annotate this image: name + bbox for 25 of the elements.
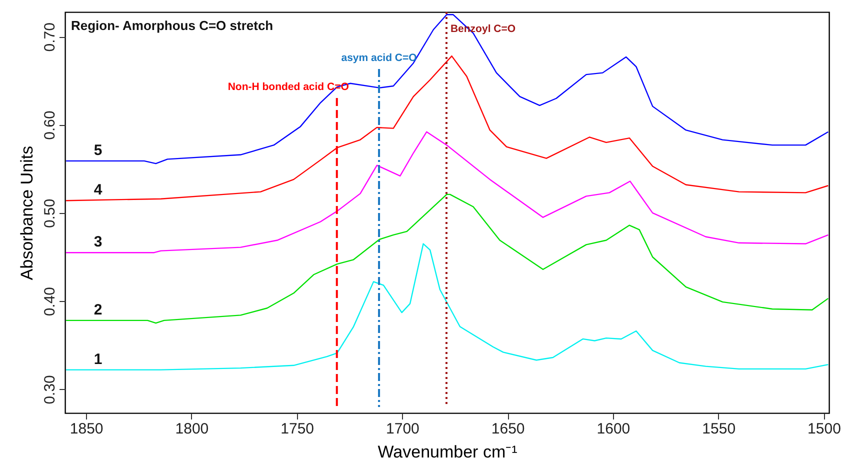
- x-tick-label: 1850: [70, 420, 104, 438]
- x-tick-label: 1650: [491, 420, 525, 438]
- ref-line-label: asym acid C=O: [341, 52, 417, 64]
- line-series: [65, 194, 829, 324]
- y-tick-label: 0.50: [42, 198, 58, 228]
- y-tick-label: 0.70: [42, 22, 58, 52]
- x-tick-label: 1700: [386, 420, 420, 438]
- series-label: 3: [94, 234, 102, 251]
- series-label: 4: [94, 182, 103, 199]
- chart-title: Region- Amorphous C=O stretch: [71, 18, 274, 33]
- y-tick-label: 0.30: [42, 375, 58, 404]
- series-label: 2: [94, 301, 102, 318]
- x-tick-label: 1600: [596, 420, 630, 438]
- series-label: 1: [94, 350, 102, 368]
- x-tick-label: 1750: [280, 420, 314, 438]
- line-series: [65, 14, 829, 164]
- y-axis-title: Absorbance Units: [18, 146, 36, 280]
- x-tick-label: 1800: [175, 420, 209, 438]
- x-tick-label: 1500: [808, 420, 841, 438]
- y-tick-label: 0.40: [42, 286, 58, 316]
- series-label: 5: [94, 142, 102, 159]
- x-tick-label: 1550: [702, 420, 736, 438]
- line-series: [65, 131, 829, 254]
- x-axis-title: Wavenumber cm⁻¹: [378, 442, 518, 462]
- y-tick-label: 0.60: [42, 110, 58, 140]
